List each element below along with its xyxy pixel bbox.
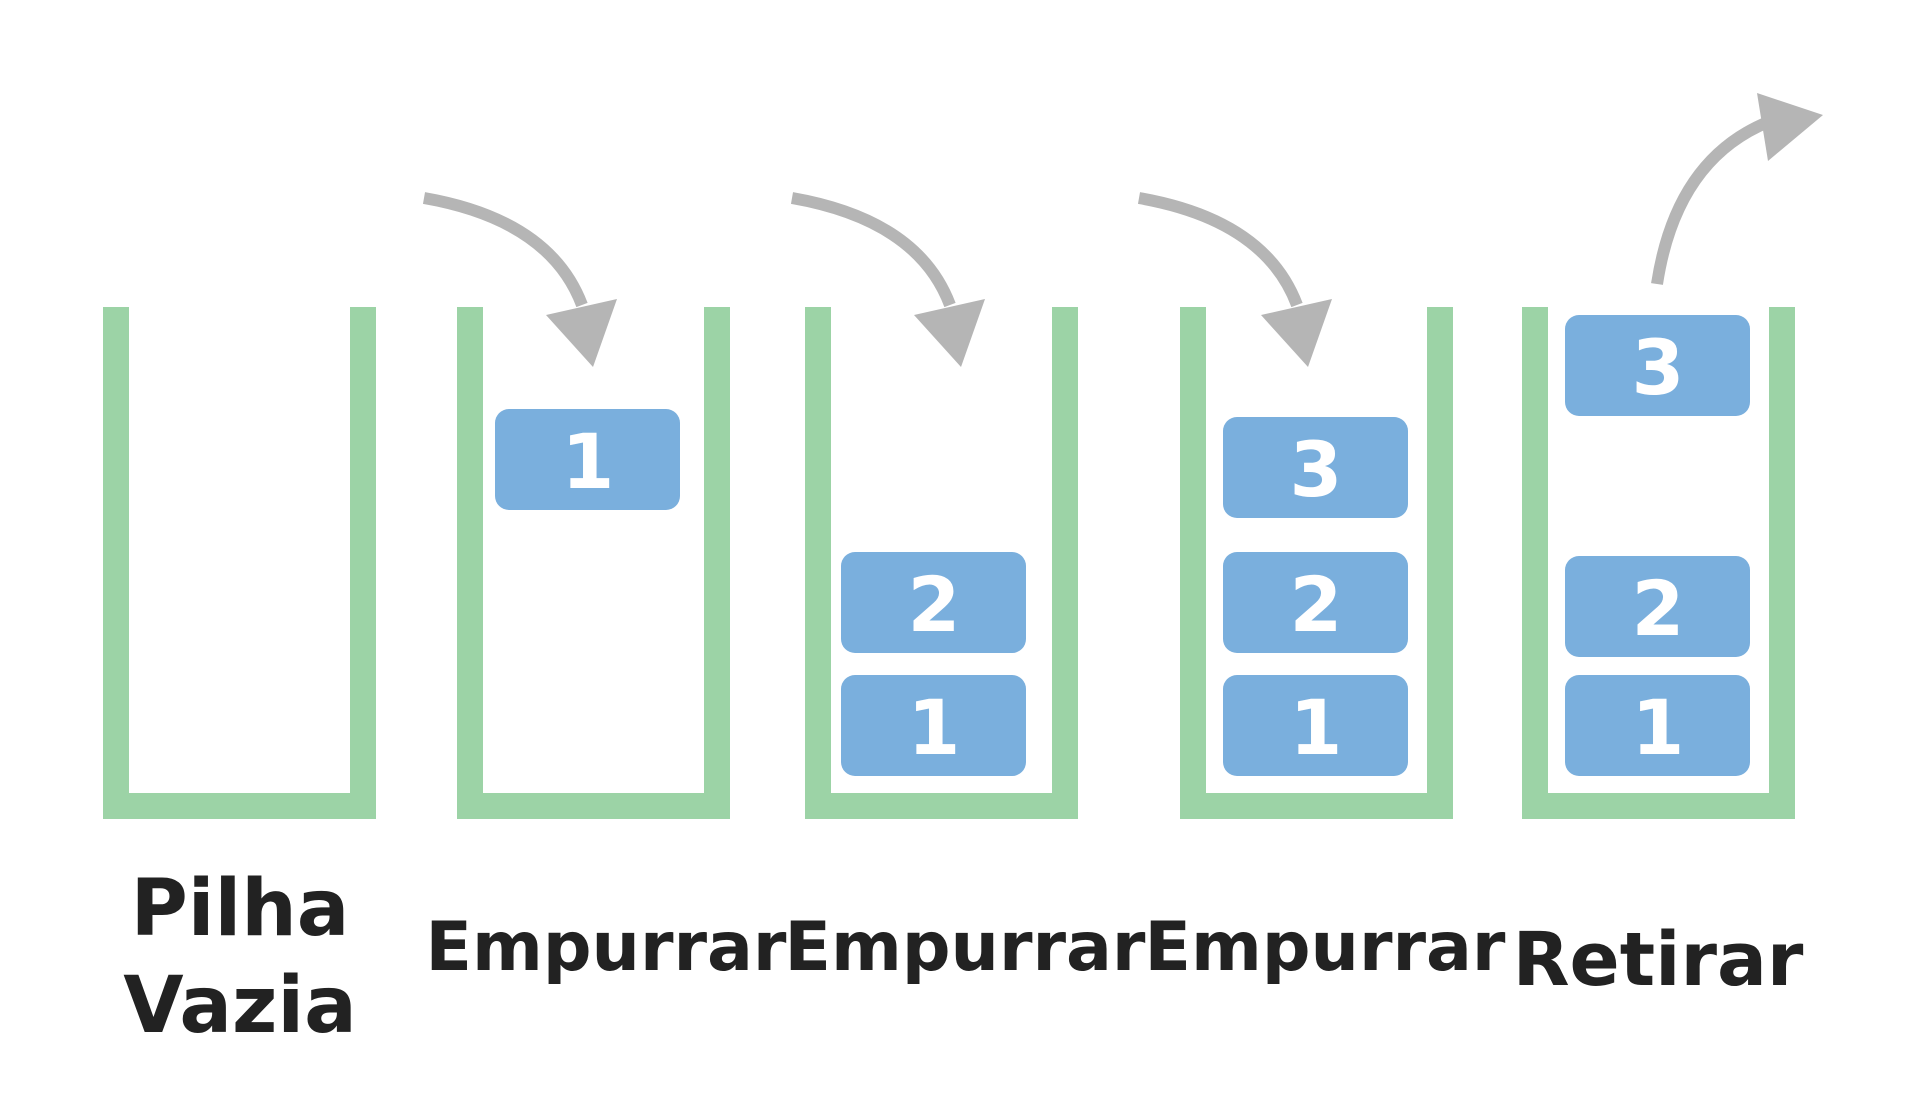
stack-block-number: 1 <box>1290 683 1343 772</box>
stack-block-number: 3 <box>1290 425 1343 514</box>
stack-block: 3 <box>1565 315 1750 416</box>
stack-block-rect <box>841 675 1026 776</box>
stack-block-number: 2 <box>1290 560 1343 649</box>
stack-block: 3 <box>1223 417 1408 518</box>
stack-block: 2 <box>1223 552 1408 653</box>
stack-block: 1 <box>1223 675 1408 776</box>
stack-block-rect <box>1565 556 1750 657</box>
stack-block-number: 3 <box>1632 323 1685 412</box>
stack-container <box>1180 307 1453 819</box>
push-arrow-icon <box>422 192 588 308</box>
stack-block-number: 1 <box>908 683 961 772</box>
stack-block-number: 2 <box>908 560 961 649</box>
stack-block-number: 2 <box>1632 564 1685 653</box>
push-arrow-icon <box>790 192 956 308</box>
stage-label: Retirar <box>1513 917 1804 1003</box>
stage-push-3: 3 2 1 Empurrar <box>1137 192 1506 987</box>
stack-block-number: 1 <box>562 417 615 506</box>
stage-label-line-2: Vazia <box>123 961 357 1051</box>
push-arrow-head-icon <box>914 299 985 367</box>
stack-block: 1 <box>495 409 680 510</box>
stack-block: 1 <box>841 675 1026 776</box>
stack-block-rect <box>495 409 680 510</box>
stack-container <box>457 307 730 819</box>
stack-block: 1 <box>1565 675 1750 776</box>
stage-label: Empurrar <box>426 908 787 987</box>
stage-push-2: 2 1 Empurrar <box>785 192 1146 987</box>
stack-block-rect <box>1223 417 1408 518</box>
stack-container <box>103 307 376 819</box>
push-arrow-icon <box>1137 192 1303 308</box>
stack-block-rect <box>841 552 1026 653</box>
stack-block: 2 <box>1565 556 1750 657</box>
stack-container <box>1522 307 1795 819</box>
stage-push-1: 1 Empurrar <box>422 192 787 987</box>
stack-block-rect <box>1565 315 1750 416</box>
stack-block-rect <box>1223 675 1408 776</box>
pop-arrow-icon <box>1651 116 1771 285</box>
push-arrow-head-icon <box>1261 299 1332 367</box>
stage-empty: Pilha Vazia <box>103 307 376 1051</box>
pop-arrow-head-icon <box>1757 93 1823 161</box>
stage-label-line-1: Pilha <box>131 864 350 954</box>
stage-label: Empurrar <box>1145 908 1506 987</box>
stack-block-rect <box>1565 675 1750 776</box>
stage-label: Empurrar <box>785 908 1146 987</box>
stack-block: 2 <box>841 552 1026 653</box>
stack-block-rect <box>1223 552 1408 653</box>
stack-container <box>805 307 1078 819</box>
stage-pop: 3 2 1 Retirar <box>1513 93 1823 1003</box>
push-arrow-head-icon <box>546 299 617 367</box>
stack-block-number: 1 <box>1632 683 1685 772</box>
